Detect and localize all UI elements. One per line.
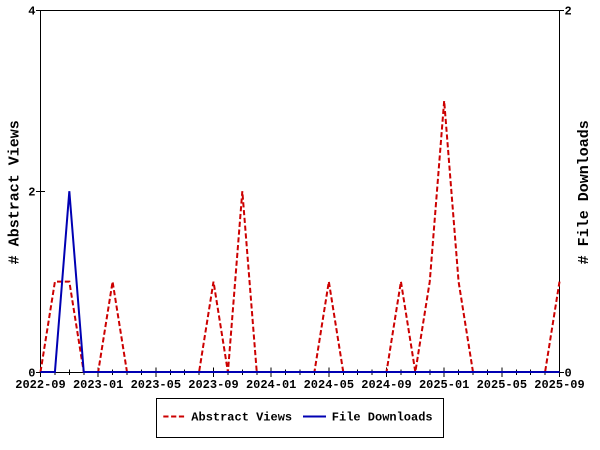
- svg-text:File Downloads: File Downloads: [332, 411, 433, 425]
- svg-text:2023-01: 2023-01: [73, 378, 123, 392]
- svg-text:2024-05: 2024-05: [304, 378, 354, 392]
- svg-text:0: 0: [28, 367, 35, 381]
- svg-text:2024-09: 2024-09: [361, 378, 411, 392]
- svg-text:2024-01: 2024-01: [246, 378, 296, 392]
- svg-text:2025-09: 2025-09: [534, 378, 584, 392]
- svg-text:2: 2: [28, 186, 35, 200]
- svg-text:2025-01: 2025-01: [419, 378, 469, 392]
- svg-text:2022-09: 2022-09: [15, 378, 65, 392]
- svg-text:2: 2: [565, 5, 572, 19]
- svg-text:0: 0: [565, 367, 572, 381]
- svg-text:2025-05: 2025-05: [477, 378, 527, 392]
- svg-text:# File Downloads: # File Downloads: [576, 120, 593, 264]
- svg-text:2023-05: 2023-05: [131, 378, 181, 392]
- svg-text:Abstract Views: Abstract Views: [191, 411, 292, 425]
- svg-text:# Abstract Views: # Abstract Views: [7, 120, 24, 264]
- svg-text:4: 4: [28, 5, 35, 19]
- svg-text:2023-09: 2023-09: [188, 378, 238, 392]
